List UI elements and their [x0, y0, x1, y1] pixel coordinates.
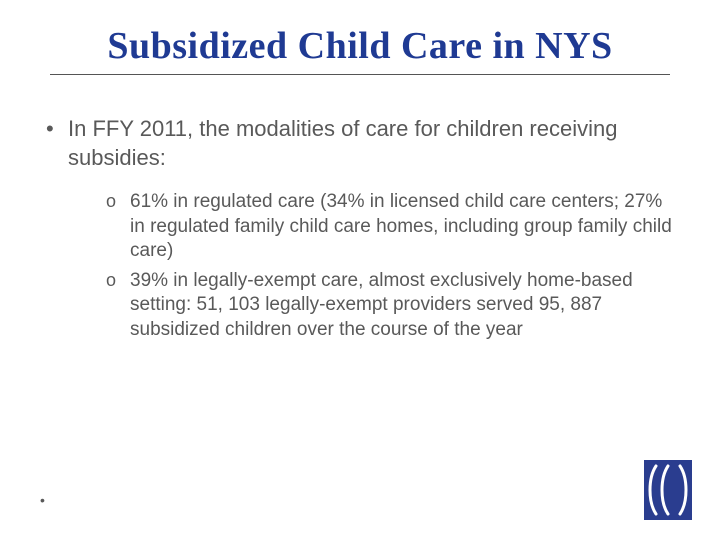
- slide-title: Subsidized Child Care in NYS: [50, 24, 670, 75]
- bullet-list-level2: 61% in regulated care (34% in licensed c…: [98, 190, 680, 342]
- bullet-list-level1: In FFY 2011, the modalities of care for …: [40, 115, 680, 342]
- bullet-item: In FFY 2011, the modalities of care for …: [40, 115, 680, 342]
- sub-bullet-text: 61% in regulated care (34% in licensed c…: [130, 191, 672, 261]
- logo-icon: [644, 460, 692, 520]
- stray-bullet-icon: •: [40, 492, 45, 508]
- slide: Subsidized Child Care in NYS In FFY 2011…: [0, 0, 720, 540]
- bullet-text: In FFY 2011, the modalities of care for …: [68, 116, 617, 170]
- sub-bullet-item: 39% in legally-exempt care, almost exclu…: [98, 269, 680, 342]
- sub-bullet-item: 61% in regulated care (34% in licensed c…: [98, 190, 680, 263]
- sub-bullet-text: 39% in legally-exempt care, almost exclu…: [130, 270, 633, 340]
